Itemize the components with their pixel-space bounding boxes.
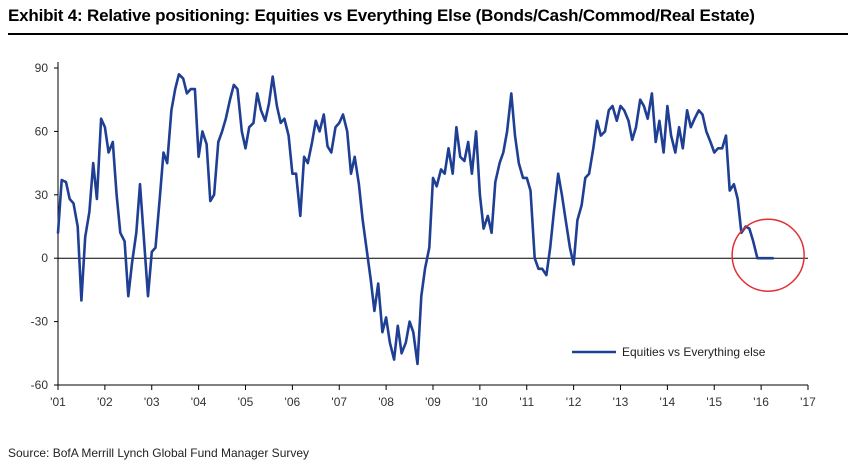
y-axis: 90 60 30 0 -30 -60 (31, 61, 59, 392)
y-tick-label: 0 (41, 251, 48, 265)
x-axis: '01 '02 '03 '04 '05 '06 '07 '08 '09 '10 '11 '12 '13 '… (50, 384, 816, 409)
y-tick-label: 60 (35, 124, 49, 138)
x-tick-label: '09 (425, 395, 441, 409)
source-note: Source: BofA Merrill Lynch Global Fund M… (8, 446, 310, 460)
x-tick-label: '08 (378, 395, 394, 409)
x-tick-label: '03 (144, 395, 160, 409)
legend: Equities vs Everything else (572, 345, 766, 359)
x-tick-label: '07 (331, 395, 347, 409)
highlight-circle (731, 218, 805, 292)
series-line-equities-vs-everything-else (56, 73, 775, 366)
x-tick-label: '15 (706, 395, 722, 409)
x-tick-label: '04 (191, 395, 207, 409)
y-tick-label: 90 (35, 61, 49, 75)
x-tick-label: '17 (800, 395, 816, 409)
x-tick-label: '13 (613, 395, 629, 409)
x-tick-label: '12 (566, 395, 582, 409)
x-tick-label: '11 (519, 395, 534, 409)
x-tick-label: '06 (285, 395, 301, 409)
x-tick-label: '10 (472, 395, 488, 409)
series-layer (56, 73, 775, 366)
y-tick-label: -30 (31, 315, 49, 329)
title-divider (8, 33, 848, 35)
y-tick-label: -60 (31, 378, 49, 392)
legend-label: Equities vs Everything else (622, 345, 766, 359)
x-tick-label: '14 (660, 395, 676, 409)
chart-title: Exhibit 4: Relative positioning: Equitie… (8, 6, 755, 25)
y-tick-label: 30 (35, 188, 49, 202)
x-tick-label: '02 (97, 395, 113, 409)
x-tick-label: '05 (238, 395, 254, 409)
x-tick-label: '16 (753, 395, 769, 409)
x-tick-label: '01 (50, 395, 66, 409)
annotation-layer (731, 218, 805, 292)
